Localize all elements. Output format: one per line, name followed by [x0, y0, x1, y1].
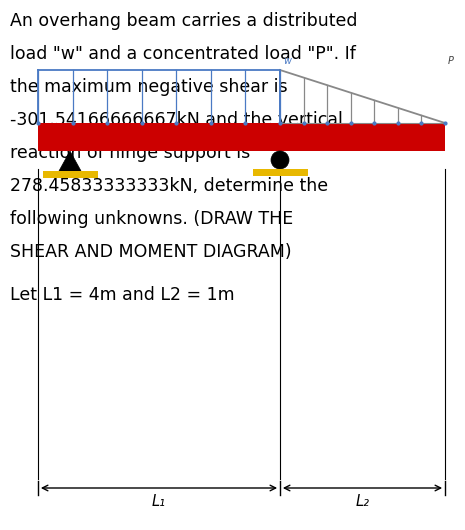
- FancyBboxPatch shape: [38, 123, 445, 151]
- Text: load "w" and a concentrated load "P". If: load "w" and a concentrated load "P". If: [10, 45, 356, 63]
- Polygon shape: [59, 151, 81, 171]
- Text: An overhang beam carries a distributed: An overhang beam carries a distributed: [10, 12, 358, 30]
- Text: following unknowns. (DRAW THE: following unknowns. (DRAW THE: [10, 210, 293, 228]
- Text: P: P: [448, 56, 454, 66]
- FancyBboxPatch shape: [42, 171, 98, 178]
- Text: w: w: [283, 56, 291, 66]
- FancyBboxPatch shape: [252, 169, 307, 176]
- Circle shape: [271, 151, 289, 169]
- Text: 278.45833333333kN, determine the: 278.45833333333kN, determine the: [10, 177, 328, 195]
- Text: SHEAR AND MOMENT DIAGRAM): SHEAR AND MOMENT DIAGRAM): [10, 243, 292, 261]
- Text: reaction of hinge support is: reaction of hinge support is: [10, 144, 250, 162]
- Text: -301.54166666667kN and the vertical: -301.54166666667kN and the vertical: [10, 111, 343, 129]
- Text: Let L1 = 4m and L2 = 1m: Let L1 = 4m and L2 = 1m: [10, 286, 235, 304]
- Text: L₁: L₁: [152, 494, 166, 509]
- Text: the maximum negative shear is: the maximum negative shear is: [10, 78, 288, 96]
- Text: L₂: L₂: [356, 494, 370, 509]
